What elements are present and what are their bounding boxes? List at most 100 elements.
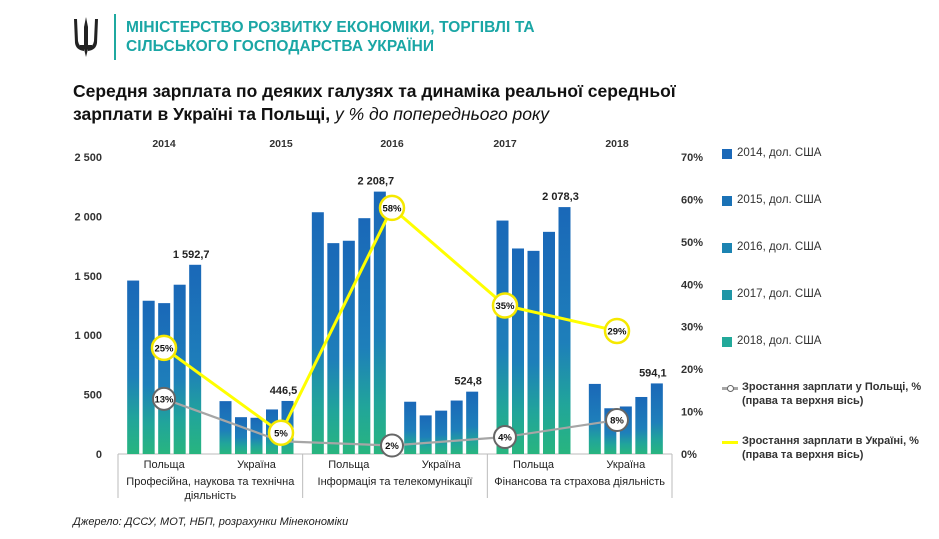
line-point-label: 5% (274, 428, 288, 439)
line-point-label: 8% (610, 416, 624, 427)
legend-item: 2016, дол. США (722, 240, 932, 254)
bar-value-label: 2 078,3 (542, 191, 579, 203)
legend-swatch (722, 243, 732, 253)
bar (373, 191, 386, 454)
bar (512, 248, 524, 454)
line-point-marker (378, 194, 406, 222)
bar (189, 264, 202, 454)
legend-item: 2014, дол. США (722, 146, 932, 160)
bar (342, 240, 355, 454)
bar (219, 401, 232, 454)
legend-swatch (722, 290, 732, 300)
line-point-label: 25% (154, 343, 174, 354)
bar (527, 250, 540, 454)
x-group-label: діяльність (184, 490, 236, 502)
y-left-tick-label: 500 (84, 390, 102, 402)
x-category-label: Польща (144, 459, 186, 471)
x-category-label: Україна (422, 459, 462, 471)
bar-value-label: 594,1 (639, 367, 667, 379)
legend-swatch (722, 337, 732, 347)
legend-item: 2018, дол. США (722, 334, 932, 348)
x-group-label: Інформація та телекомунікації (318, 476, 473, 488)
x-category-label: Польща (513, 459, 555, 471)
legend-line-swatch (722, 436, 738, 448)
line-point-marker (605, 408, 629, 433)
bar (496, 220, 509, 454)
legend-swatch (722, 196, 732, 206)
y-right-tick-label: 20% (681, 364, 703, 376)
line-point-label: 4% (498, 433, 512, 444)
bar (127, 280, 140, 454)
y-left-tick-label: 0 (96, 449, 102, 461)
bar (250, 417, 263, 454)
legend-label: 2014, дол. США (737, 147, 822, 159)
bar (311, 212, 324, 454)
bar (419, 415, 432, 454)
x-top-year-label: 2016 (380, 138, 404, 150)
line-point-label: 35% (495, 301, 515, 312)
legend-label: 2015, дол. США (737, 194, 822, 206)
trident-icon (74, 17, 98, 57)
y-right-tick-label: 60% (681, 194, 703, 206)
x-category-label: Польща (328, 459, 370, 471)
line-point-marker (150, 334, 178, 362)
title-line-2: зарплати в Україні та Польщі, (73, 104, 331, 124)
x-category-label: Україна (237, 459, 277, 471)
line-point-marker (603, 317, 631, 345)
bar (543, 231, 555, 454)
y-left-tick-label: 1 000 (74, 330, 102, 342)
y-right-tick-label: 30% (681, 322, 703, 334)
title-subtitle: у % до попереднього року (334, 104, 550, 124)
ministry-name: МІНІСТЕРСТВО РОЗВИТКУ ЕКОНОМІКИ, ТОРГІВЛ… (126, 18, 535, 56)
header-divider (114, 14, 116, 60)
x-category-label: Україна (606, 459, 646, 471)
legend-swatch (722, 149, 732, 159)
bar (466, 391, 479, 454)
y-right-tick-label: 40% (681, 279, 703, 291)
bar (404, 401, 417, 454)
line-point-label: 13% (154, 394, 174, 405)
legend-label: Зростання зарплати у Польщі, % (права та… (742, 381, 922, 407)
bar (173, 284, 186, 454)
bar-value-label: 2 208,7 (357, 176, 394, 188)
bar-value-label: 446,5 (270, 385, 298, 397)
x-group-label: Фінансова та страхова діяльність (494, 476, 665, 488)
legend-label: 2017, дол. США (737, 288, 822, 300)
y-left-tick-label: 1 500 (74, 271, 102, 283)
ministry-line-2: СІЛЬСЬКОГО ГОСПОДАРСТВА УКРАЇНИ (126, 38, 435, 55)
y-left-tick-label: 2 000 (74, 211, 102, 223)
line-point-marker (493, 425, 517, 450)
ministry-line-1: МІНІСТЕРСТВО РОЗВИТКУ ЕКОНОМІКИ, ТОРГІВЛ… (126, 19, 535, 36)
page-title: Середня зарплата по деяких галузях та ди… (73, 80, 793, 126)
legend-item: 2015, дол. США (722, 193, 932, 207)
bar (450, 400, 463, 454)
x-top-year-label: 2017 (493, 138, 517, 150)
x-group-label: Професійна, наукова та технічна (126, 476, 295, 488)
line-point-label: 29% (607, 326, 627, 337)
legend-item: Зростання зарплати в Україні, % (права т… (722, 434, 932, 462)
line-point-marker (152, 386, 176, 411)
y-left-tick-label: 2 500 (74, 152, 102, 164)
title-line-1: Середня зарплата по деяких галузях та ди… (73, 81, 676, 101)
bar-value-label: 524,8 (454, 376, 482, 388)
bar (435, 410, 448, 454)
bar (650, 383, 663, 454)
y-right-tick-label: 50% (681, 237, 703, 249)
legend-item: Зростання зарплати у Польщі, % (права та… (722, 380, 932, 408)
x-top-year-label: 2018 (605, 138, 629, 150)
ministry-header: МІНІСТЕРСТВО РОЗВИТКУ ЕКОНОМІКИ, ТОРГІВЛ… (70, 12, 535, 62)
bar (558, 207, 571, 454)
line-point-label: 58% (382, 203, 402, 214)
line-point-marker (491, 292, 519, 319)
y-right-tick-label: 10% (681, 407, 703, 419)
bar-value-label: 1 592,7 (173, 249, 210, 261)
source-note: Джерело: ДССУ, МОТ, НБП, розрахунки Міне… (73, 516, 349, 528)
x-top-year-label: 2014 (152, 138, 176, 150)
line-point-marker (380, 433, 404, 458)
bar (142, 300, 155, 454)
x-top-year-label: 2015 (269, 138, 293, 150)
bar (635, 396, 648, 454)
bar (327, 243, 340, 454)
bar (235, 417, 247, 454)
